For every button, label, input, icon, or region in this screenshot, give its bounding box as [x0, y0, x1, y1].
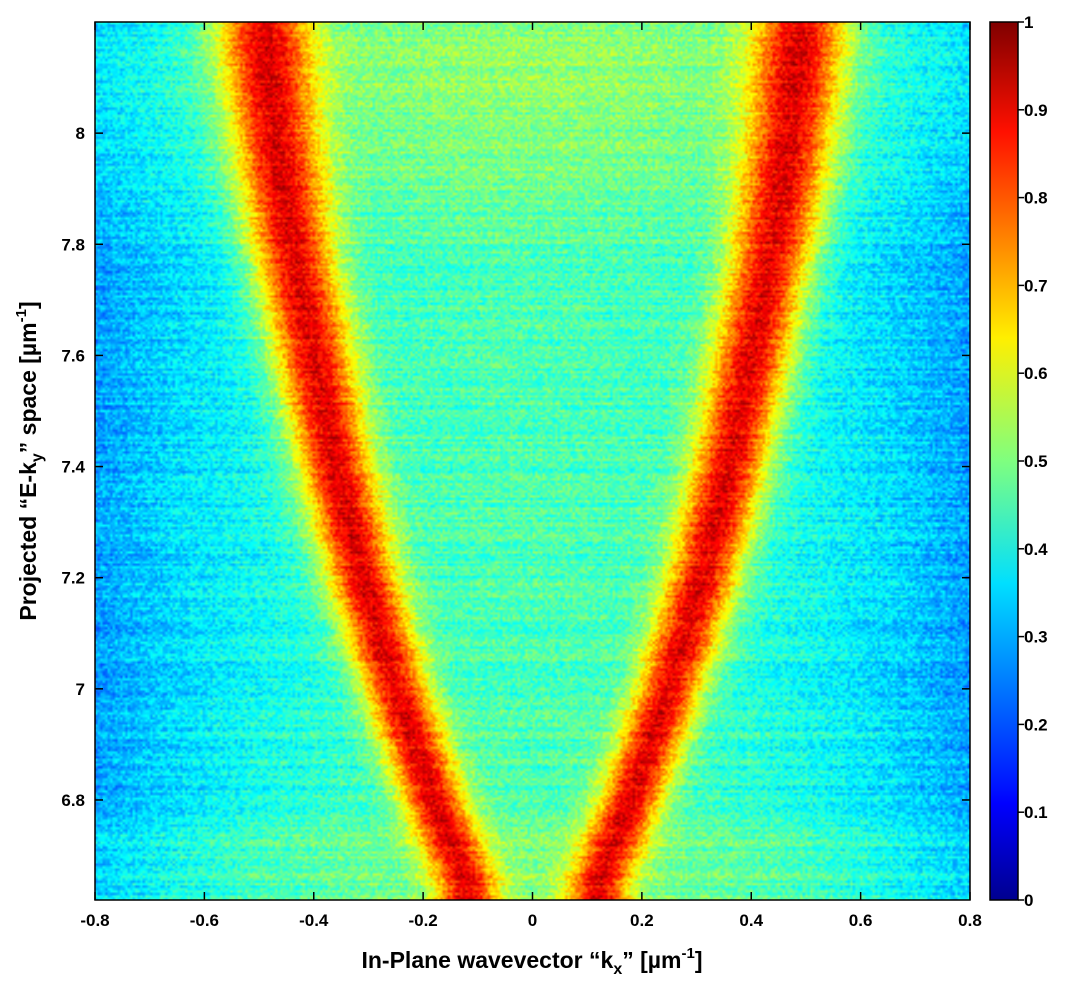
y-tick-label: 7 — [76, 680, 85, 699]
x-tick-label: 0.2 — [630, 911, 654, 930]
colorbar-tick-label: 0.3 — [1024, 628, 1048, 647]
colorbar-tick-label: 0.6 — [1024, 364, 1048, 383]
y-tick-label: 7.8 — [61, 235, 85, 254]
x-tick-label: 0.4 — [739, 911, 763, 930]
colorbar-tick-label: 1 — [1024, 13, 1033, 32]
colorbar-tick-label: 0.7 — [1024, 276, 1048, 295]
y-tick-label: 8 — [76, 124, 85, 143]
colorbar-tick-label: 0.2 — [1024, 715, 1048, 734]
x-tick-label: 0.8 — [958, 911, 982, 930]
x-tick-label: -0.2 — [408, 911, 437, 930]
colorbar-tick-label: 0.4 — [1024, 540, 1048, 559]
heatmap-image — [95, 22, 970, 900]
y-ticks: 6.8 7 7.2 7.4 7.6 7.8 8 — [61, 124, 970, 810]
x-ticks: -0.8 -0.6 -0.4 -0.2 0 0.2 0.4 0.6 0.8 — [80, 22, 982, 930]
x-tick-label: 0 — [528, 911, 537, 930]
y-axis-label: Projected “E-ky” space [µm-1] — [13, 301, 46, 620]
colorbar-tick-label: 0.5 — [1024, 452, 1048, 471]
colorbar-ticks: 0 0.1 0.2 0.3 0.4 0.5 0.6 0.7 0.8 0.9 1 — [1018, 13, 1048, 910]
colorbar-gradient — [989, 21, 1019, 901]
colorbar: 0 0.1 0.2 0.3 0.4 0.5 0.6 0.7 0.8 0.9 1 — [989, 13, 1048, 910]
colorbar-tick-label: 0.8 — [1024, 189, 1048, 208]
x-axis-label: In-Plane wavevector “kx” [µm-1] — [361, 945, 702, 978]
y-tick-label: 6.8 — [61, 791, 85, 810]
y-tick-label: 7.4 — [61, 458, 85, 477]
x-tick-label: -0.8 — [80, 911, 109, 930]
y-tick-label: 7.2 — [61, 569, 85, 588]
x-tick-label: 0.6 — [849, 911, 873, 930]
y-tick-label: 7.6 — [61, 346, 85, 365]
colorbar-tick-label: 0.9 — [1024, 101, 1048, 120]
colorbar-tick-label: 0.1 — [1024, 803, 1048, 822]
x-tick-label: -0.6 — [190, 911, 219, 930]
colorbar-tick-label: 0 — [1024, 891, 1033, 910]
plot-area: -0.8 -0.6 -0.4 -0.2 0 0.2 0.4 0.6 0.8 6.8 7 7.2 7.4… — [61, 21, 982, 930]
x-tick-label: -0.4 — [299, 911, 329, 930]
